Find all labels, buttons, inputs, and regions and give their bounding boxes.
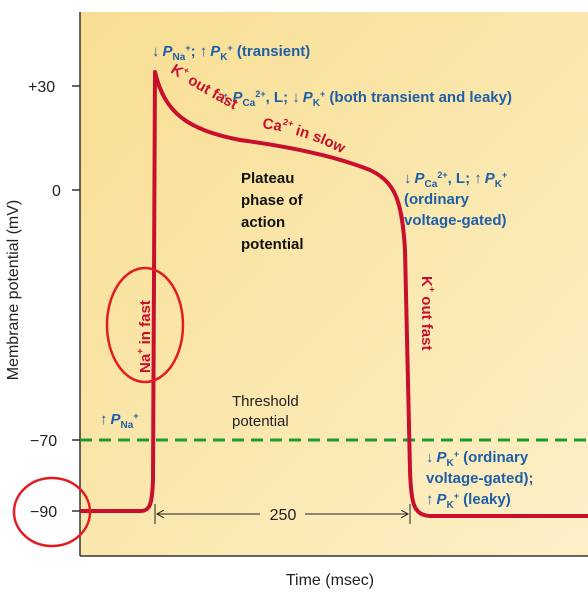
y-axis-ticks <box>72 85 80 512</box>
na-in-fast-label: Na+ in fast <box>135 300 154 373</box>
plateau-phase-label: Plateau phase of action potential <box>241 170 304 253</box>
svg-text:↓PCa2+, L; ↑PK+: ↓ PCa2+, L; ↑ PK+ <box>404 170 507 190</box>
y-tick-label: +30 <box>28 79 55 96</box>
svg-text:(ordinary: (ordinary <box>404 191 470 208</box>
action-potential-curve <box>80 70 588 518</box>
plot-background <box>80 12 588 556</box>
x-axis-label: Time (msec) <box>286 572 374 589</box>
y-tick-label: −90 <box>30 504 57 521</box>
svg-text:voltage-gated);: voltage-gated); <box>426 470 534 487</box>
svg-text:↑PK+ (leaky): ↑ PK+ (leaky) <box>426 491 511 511</box>
svg-text:Plateau: Plateau <box>241 170 294 187</box>
svg-text:potential: potential <box>241 236 304 253</box>
threshold-potential-label: Threshold potential <box>232 393 299 430</box>
svg-text:voltage-gated): voltage-gated) <box>404 212 507 229</box>
svg-text:Threshold: Threshold <box>232 393 299 410</box>
na-in-fast-highlight-circle <box>105 266 185 384</box>
svg-text:↓PK+ (ordinary: ↓ PK+ (ordinary <box>426 449 529 469</box>
peak-permeability-label: ↓ PNa+; ↑ PK+ (transient) <box>152 43 310 63</box>
resting-potential-highlight-circle <box>12 476 92 548</box>
duration-label: 250 <box>270 507 297 524</box>
y-axis-label: Membrane potential (mV) <box>5 200 22 381</box>
y-tick-label: −70 <box>30 433 57 450</box>
svg-text:phase of: phase of <box>241 192 304 209</box>
k-out-fast-right-label: K+ out fast <box>418 276 437 350</box>
na-permeability-label: ↑ PNa+ <box>100 411 139 431</box>
svg-text:action: action <box>241 214 285 231</box>
svg-text:potential: potential <box>232 413 289 430</box>
repolarization-permeability-label: ↓ PCa2+, L; ↑ PK+ (ordinary voltage-gated) <box>404 170 507 229</box>
y-tick-label: 0 <box>52 183 61 200</box>
resting-permeability-label: ↓ PK+ (ordinary voltage-gated); ↑ PK+ (lea… <box>426 449 534 511</box>
plateau-permeability-label: ↑ PCa2+, L; ↓ PK+ (both transient and leak… <box>222 89 512 109</box>
